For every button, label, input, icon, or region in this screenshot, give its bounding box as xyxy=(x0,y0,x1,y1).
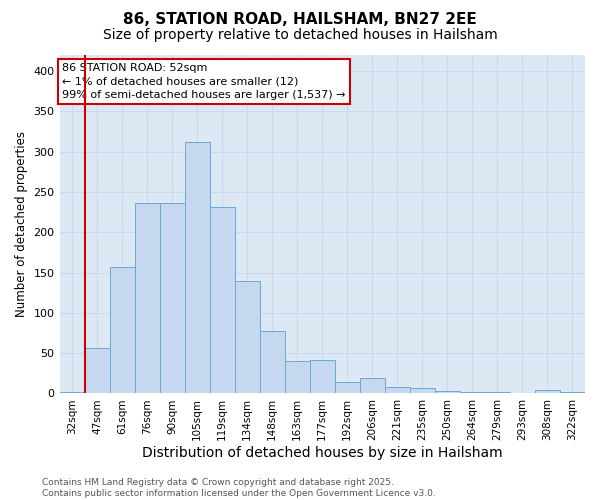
Text: 86, STATION ROAD, HAILSHAM, BN27 2EE: 86, STATION ROAD, HAILSHAM, BN27 2EE xyxy=(123,12,477,28)
Bar xyxy=(535,390,560,394)
Bar xyxy=(460,392,485,394)
Y-axis label: Number of detached properties: Number of detached properties xyxy=(15,131,28,317)
Bar xyxy=(134,204,160,394)
Bar xyxy=(285,361,310,394)
Text: Contains HM Land Registry data © Crown copyright and database right 2025.
Contai: Contains HM Land Registry data © Crown c… xyxy=(42,478,436,498)
Bar xyxy=(435,391,460,394)
Text: Size of property relative to detached houses in Hailsham: Size of property relative to detached ho… xyxy=(103,28,497,42)
Bar xyxy=(59,392,85,394)
Bar xyxy=(209,206,235,394)
Bar xyxy=(410,388,435,394)
Bar xyxy=(360,378,385,394)
Bar xyxy=(110,267,134,394)
Bar xyxy=(510,392,535,394)
Bar xyxy=(335,382,360,394)
X-axis label: Distribution of detached houses by size in Hailsham: Distribution of detached houses by size … xyxy=(142,446,503,460)
Bar xyxy=(310,360,335,394)
Bar xyxy=(160,204,185,394)
Bar xyxy=(260,330,285,394)
Bar xyxy=(185,142,209,394)
Bar xyxy=(385,387,410,394)
Bar xyxy=(235,280,260,394)
Bar xyxy=(560,392,585,394)
Bar xyxy=(485,392,510,394)
Text: 86 STATION ROAD: 52sqm
← 1% of detached houses are smaller (12)
99% of semi-deta: 86 STATION ROAD: 52sqm ← 1% of detached … xyxy=(62,64,346,100)
Bar xyxy=(85,348,110,394)
